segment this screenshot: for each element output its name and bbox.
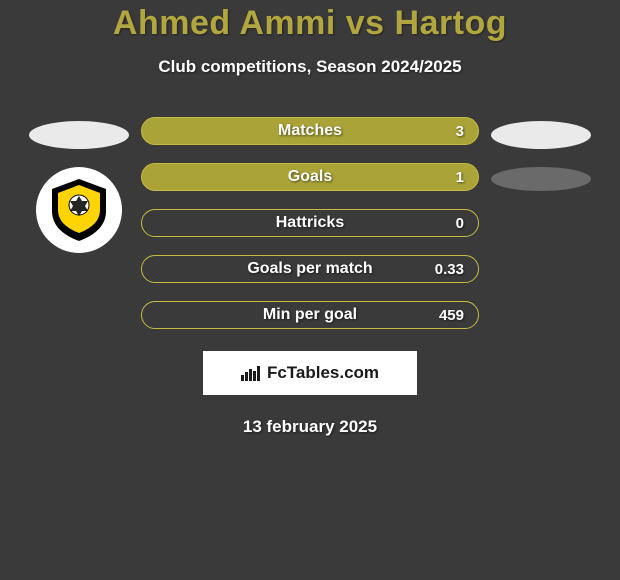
stats-list: Matches 3 Goals 1 Hattricks 0 Goals per … bbox=[139, 117, 481, 329]
stat-value: 1 bbox=[456, 169, 464, 186]
page-title: Ahmed Ammi vs Hartog bbox=[0, 4, 620, 43]
right-column bbox=[481, 117, 601, 191]
stat-value: 3 bbox=[456, 123, 464, 140]
player-ellipse-right-1 bbox=[491, 121, 591, 149]
stat-label: Goals bbox=[288, 168, 332, 186]
vvv-venlo-icon bbox=[44, 175, 114, 245]
player-ellipse-left bbox=[29, 121, 129, 149]
stat-label: Min per goal bbox=[263, 306, 357, 324]
brand-box: FcTables.com bbox=[203, 351, 417, 395]
stat-row-hattricks: Hattricks 0 bbox=[141, 209, 479, 237]
stat-label: Matches bbox=[278, 122, 342, 140]
bar-chart-icon bbox=[241, 365, 261, 381]
infographic-container: Ahmed Ammi vs Hartog Club competitions, … bbox=[0, 0, 620, 437]
club-badge-left bbox=[36, 167, 122, 253]
brand-text: FcTables.com bbox=[267, 363, 379, 383]
stat-label: Hattricks bbox=[276, 214, 344, 232]
player-ellipse-right-2 bbox=[491, 167, 591, 191]
stat-row-goals: Goals 1 bbox=[141, 163, 479, 191]
stat-row-matches: Matches 3 bbox=[141, 117, 479, 145]
stat-value: 0.33 bbox=[435, 261, 464, 278]
main-layout: Matches 3 Goals 1 Hattricks 0 Goals per … bbox=[0, 117, 620, 329]
left-column bbox=[19, 117, 139, 253]
date-text: 13 february 2025 bbox=[0, 417, 620, 437]
stat-row-min-per-goal: Min per goal 459 bbox=[141, 301, 479, 329]
stat-label: Goals per match bbox=[247, 260, 372, 278]
stat-value: 0 bbox=[456, 215, 464, 232]
subtitle: Club competitions, Season 2024/2025 bbox=[0, 57, 620, 77]
stat-row-goals-per-match: Goals per match 0.33 bbox=[141, 255, 479, 283]
stat-value: 459 bbox=[439, 307, 464, 324]
